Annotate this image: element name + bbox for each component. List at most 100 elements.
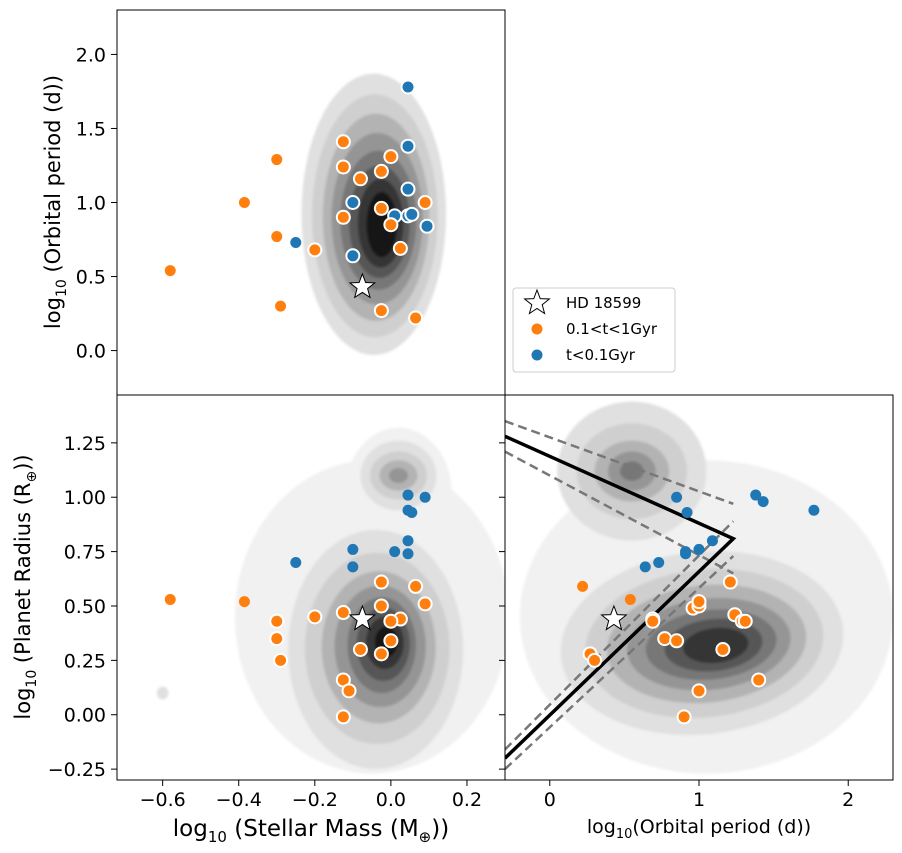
data-point <box>347 561 359 573</box>
data-point <box>751 672 767 688</box>
y-axis-label-top-left: log10 (Orbital period (d)) <box>41 75 70 329</box>
data-point <box>408 310 424 326</box>
data-point <box>383 149 399 165</box>
y-ticks-bottom-left: −0.25 0.00 0.25 0.50 0.75 1.00 1.25 <box>48 433 117 781</box>
data-point <box>273 298 289 314</box>
data-point <box>402 535 414 547</box>
data-point <box>271 231 283 243</box>
data-point <box>352 171 368 187</box>
data-point <box>691 594 707 610</box>
panel-bottom-right: 0 1 2 log10(Orbital period (d)) <box>499 394 894 842</box>
kde-contours-top-left <box>301 73 447 356</box>
data-point <box>269 613 285 629</box>
legend-frame <box>512 287 676 373</box>
y-tick-label: −0.25 <box>48 759 106 781</box>
y-ticks-bottom-right <box>499 442 505 770</box>
data-point <box>715 641 731 657</box>
data-point <box>269 631 285 647</box>
kde-contours-bottom-left <box>156 427 505 774</box>
panel-top-left: 0.0 0.5 1.0 1.5 2.0 log10 (Orbital period (d… <box>41 9 506 396</box>
data-point <box>345 195 361 210</box>
y-axis-label-bottom-left: log10 (Planet Radius (R⊕)) <box>11 454 40 719</box>
data-point <box>373 598 389 614</box>
kde-contour <box>619 461 644 481</box>
data-point <box>400 181 416 197</box>
data-point <box>238 197 250 208</box>
data-point <box>383 613 399 629</box>
legend: HD 18599 0.1<t<1Gyr t<0.1Gyr <box>512 287 676 373</box>
fit-line <box>505 434 737 760</box>
data-point <box>417 596 433 612</box>
hd18599-star <box>348 272 377 299</box>
y-tick-label: 0.50 <box>64 596 106 618</box>
points-top-left <box>164 79 435 326</box>
data-point <box>657 631 673 647</box>
data-point <box>653 556 665 568</box>
data-point <box>645 613 661 629</box>
data-point <box>406 506 418 518</box>
data-point <box>676 709 692 725</box>
data-point <box>373 163 389 179</box>
data-point <box>681 506 693 518</box>
y-tick-label: 1.5 <box>76 118 106 140</box>
legend-label-mid: 0.1<t<1Gyr <box>566 320 658 338</box>
data-point <box>757 496 769 508</box>
data-point <box>706 535 718 547</box>
data-point <box>680 548 692 560</box>
kde-contours-bottom-right <box>519 401 893 774</box>
fit-bound-line <box>505 520 735 751</box>
data-point <box>737 613 753 629</box>
legend-marker-mid <box>531 323 543 335</box>
data-point <box>392 240 408 256</box>
data-point <box>383 633 399 649</box>
x-axis-label-bottom-right: log10(Orbital period (d)) <box>587 816 811 842</box>
points-bottom-left <box>164 489 433 725</box>
data-point <box>417 195 433 210</box>
data-point <box>577 580 589 592</box>
x-tick-label: −0.2 <box>292 789 338 811</box>
data-point <box>693 543 705 555</box>
x-tick-label: 0.2 <box>452 789 482 811</box>
data-point <box>373 200 389 216</box>
data-point <box>335 134 351 150</box>
legend-label-young: t<0.1Gyr <box>566 346 636 364</box>
data-point <box>419 491 431 503</box>
y-tick-label: 0.25 <box>64 650 106 672</box>
data-point <box>402 489 414 501</box>
data-point <box>373 574 389 590</box>
data-point <box>335 709 351 725</box>
data-point <box>307 609 323 625</box>
data-point <box>373 646 389 662</box>
data-point <box>271 154 283 166</box>
data-point <box>335 159 351 175</box>
x-tick-label: 1 <box>693 789 705 811</box>
x-ticks-bottom-right: 0 1 2 <box>544 780 854 811</box>
hd18599-star <box>600 604 628 631</box>
data-point <box>750 489 762 501</box>
y-tick-label: 0.75 <box>64 542 106 564</box>
legend-star-marker <box>523 288 551 315</box>
x-tick-label: 0 <box>544 789 556 811</box>
data-point <box>808 504 820 516</box>
data-point <box>639 561 651 573</box>
y-tick-label: 0.5 <box>76 267 106 289</box>
data-point <box>400 79 416 95</box>
data-point <box>164 593 176 605</box>
x-tick-label: −0.4 <box>216 789 262 811</box>
data-point <box>389 546 401 558</box>
data-point <box>691 683 707 699</box>
data-point <box>352 641 368 657</box>
legend-marker-young <box>531 349 543 361</box>
data-point <box>383 217 399 233</box>
y-tick-label: 1.0 <box>76 193 106 215</box>
data-point <box>373 303 389 319</box>
panel-bottom-left: −0.250.000.250.500.751.001.25 −0.6 −0.4 −0… <box>11 394 506 846</box>
kde-contour <box>388 467 408 484</box>
data-point <box>290 236 302 248</box>
data-point <box>400 138 416 154</box>
fit-bound-line <box>505 555 735 771</box>
hd18599-star <box>348 604 377 631</box>
data-point <box>345 248 361 264</box>
data-point <box>669 633 685 649</box>
